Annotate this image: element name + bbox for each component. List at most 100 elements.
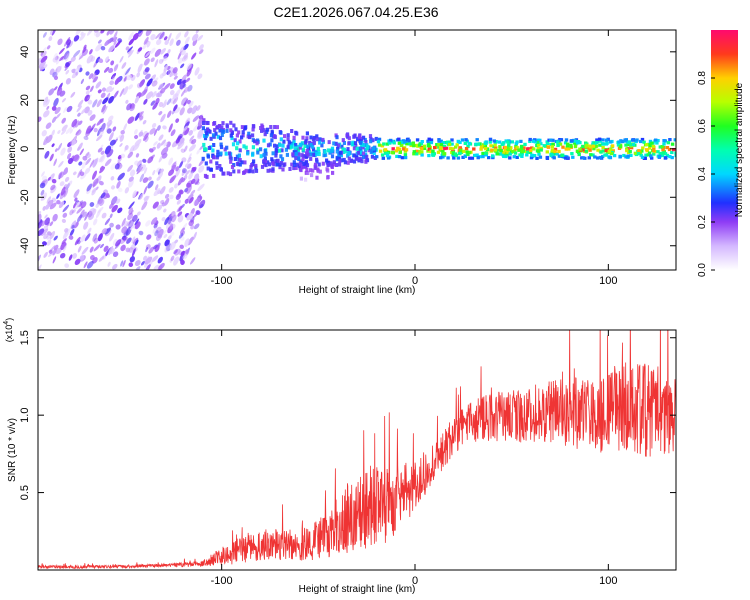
spectrogram-cell: [70, 56, 76, 62]
spectrogram-cell: [437, 139, 441, 143]
spectrogram-cell: [62, 204, 70, 213]
spectrogram-cell: [153, 141, 158, 146]
spectrogram-cell: [575, 141, 580, 145]
spectrogram-cell: [42, 64, 48, 70]
spectrogram-cell: [328, 150, 332, 155]
spectrogram-cell: [124, 144, 129, 151]
spectrogram-cell: [179, 244, 184, 250]
spectrogram-cell: [151, 255, 159, 262]
spectrogram-cell: [88, 73, 94, 80]
spectrogram-cell: [411, 142, 415, 146]
spectrogram-cell: [265, 130, 269, 134]
spectrogram-cell: [168, 169, 175, 176]
spectrogram-cell: [201, 126, 205, 131]
spectrogram-cell: [162, 229, 167, 236]
spectrogram-cell: [661, 151, 665, 155]
spectrogram-cell: [629, 143, 633, 147]
spectrogram-cell: [627, 140, 632, 144]
spectrogram-cell: [641, 146, 645, 150]
spectrogram-cell: [168, 186, 174, 193]
spectrogram-cell: [429, 138, 434, 142]
spectrogram-cell: [370, 148, 374, 153]
spectrogram-cell: [510, 140, 514, 144]
spectrogram-cell: [278, 142, 282, 147]
spectrogram-cell: [99, 243, 105, 249]
spectrogram-cell: [72, 253, 78, 259]
spectrogram-cell: [56, 65, 62, 74]
spectrogram-cell: [498, 140, 502, 144]
spectrogram-cell: [201, 156, 205, 161]
spectrogram-cell: [577, 152, 581, 157]
spectrogram-cell: [545, 141, 550, 145]
spectrogram-cell: [591, 144, 596, 148]
spectrogram-cell: [139, 164, 146, 172]
spectrogram-cell: [390, 151, 394, 155]
spectrogram-cell: [441, 141, 445, 145]
spectrogram-cell: [142, 68, 149, 75]
spectrogram-cell: [38, 228, 45, 237]
spectrogram-cell: [65, 126, 73, 135]
spectrogram-cell: [316, 146, 320, 151]
spectrogram-cell: [93, 127, 98, 133]
spectrogram-cell: [408, 142, 412, 146]
spectrogram-cell: [109, 80, 115, 86]
spectrogram-cell: [253, 139, 257, 144]
spectrogram-cell: [639, 153, 643, 157]
spectrogram-cell: [298, 142, 302, 147]
spectrogram-cell: [86, 54, 94, 64]
spectrogram-cell: [609, 152, 614, 156]
spectrogram-cell: [281, 167, 285, 172]
spectrogram-cell: [271, 151, 275, 156]
spectrogram-cell: [191, 52, 197, 60]
spectrogram-cell: [648, 146, 652, 150]
spectrogram-cell: [209, 136, 213, 141]
spectrogram-cell: [493, 143, 497, 147]
spectrogram-cell: [237, 169, 241, 174]
spectrogram-cell: [183, 43, 189, 51]
spectrogram-cell: [269, 125, 273, 129]
spectrogram-cell: [519, 139, 523, 143]
spectrogram-cell: [109, 222, 114, 228]
spectrogram-cell: [64, 229, 69, 235]
spectrogram-cell: [252, 124, 256, 129]
spectrogram-cell: [630, 138, 635, 142]
spectrogram-cell: [158, 83, 164, 90]
spectrogram-cell: [648, 139, 653, 143]
spectrogram-cell: [163, 234, 168, 239]
colorbar-tick-label: 0.0: [697, 263, 708, 277]
spectrogram-cell: [202, 142, 206, 147]
spectrogram-cell: [167, 49, 171, 54]
spectrogram-cell: [225, 123, 229, 128]
spectrogram-cell: [286, 137, 290, 142]
spectrogram-cell: [217, 124, 221, 129]
spectrogram-cell: [484, 151, 488, 155]
spectrogram-cell: [53, 97, 59, 107]
spectrogram-cell: [51, 178, 57, 184]
spectrogram-cell: [305, 144, 310, 149]
spectrogram-cell: [655, 141, 659, 145]
spectrogram-cell: [475, 153, 479, 157]
spectrogram-cell: [451, 152, 456, 156]
spectrogram-cell: [607, 149, 611, 153]
spectrogram-cell: [453, 152, 458, 156]
spectrogram-cell: [335, 135, 339, 140]
spectrogram-cell: [68, 254, 73, 261]
spectrogram-cell: [53, 158, 57, 167]
spectrogram-cell: [126, 103, 132, 111]
spectrogram-cell: [530, 146, 534, 150]
spectrogram-cell: [123, 86, 129, 96]
spectrogram-cell: [347, 151, 351, 156]
spectrogram-cell: [522, 146, 526, 150]
spectrogram-cell: [276, 158, 280, 163]
spectrogram-cell: [155, 32, 162, 40]
spectrogram-cell: [437, 143, 441, 147]
spectrogram-cell: [559, 138, 564, 142]
spectrogram-cell: [134, 134, 139, 140]
spectrogram-cell: [142, 44, 147, 50]
spectrogram-cell: [394, 149, 398, 153]
spectrogram-cell: [120, 130, 125, 135]
spectrogram-cell: [160, 48, 166, 55]
spectrogram-cell: [92, 178, 99, 187]
spectrogram-cell: [354, 156, 358, 161]
spectrogram-cell: [337, 143, 341, 148]
